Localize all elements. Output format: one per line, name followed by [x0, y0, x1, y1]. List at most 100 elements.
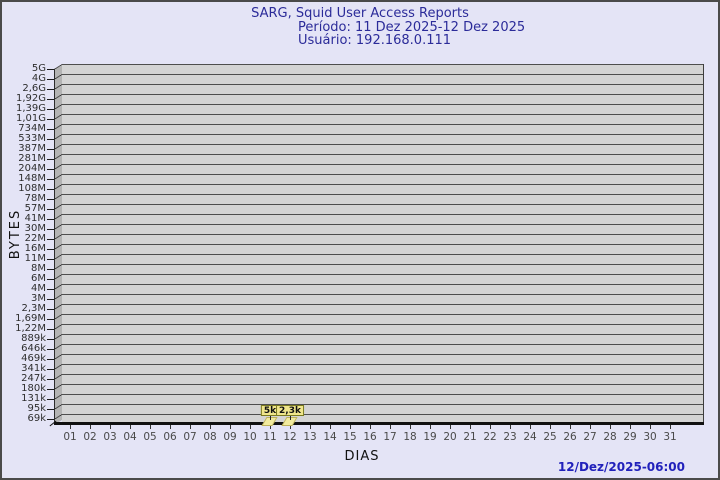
x-tick-label: 03	[103, 431, 117, 443]
y-tick-mark	[47, 339, 54, 340]
x-tick-mark	[370, 425, 371, 429]
x-tick-mark	[510, 425, 511, 429]
x-tick-label: 01	[63, 431, 77, 443]
x-axis-line	[54, 422, 704, 425]
y-tick-label: 41M	[24, 213, 46, 224]
y-tick-mark	[47, 419, 54, 420]
x-tick-mark	[70, 425, 71, 429]
y-tick-mark	[47, 379, 54, 380]
y-tick-mark	[47, 89, 54, 90]
y-tick-label: 30M	[24, 223, 46, 234]
x-tick-mark	[450, 425, 451, 429]
x-tick-label: 25	[543, 431, 557, 443]
y-tick-label: 4G	[31, 73, 46, 84]
y-tick-mark	[47, 229, 54, 230]
y-tick-mark	[47, 269, 54, 270]
y-tick-label: 6M	[31, 273, 46, 284]
y-tick-mark	[47, 389, 54, 390]
y-tick-label: 889k	[21, 333, 46, 344]
x-tick-label: 31	[663, 431, 677, 443]
chart-user: Usuário: 192.168.0.111	[298, 33, 452, 48]
y-tick-mark	[47, 99, 54, 100]
bar-value-label: 2,3k	[276, 405, 304, 416]
x-tick-label: 15	[343, 431, 357, 443]
y-tick-label: 1,92G	[15, 93, 46, 104]
chart-title: SARG, Squid User Access Reports	[251, 6, 469, 21]
x-tick-mark	[550, 425, 551, 429]
y-tick-mark	[47, 149, 54, 150]
x-tick-label: 20	[443, 431, 457, 443]
y-tick-label: 108M	[18, 183, 46, 194]
y-tick-mark	[47, 399, 54, 400]
y-tick-mark	[47, 289, 54, 290]
x-tick-mark	[590, 425, 591, 429]
x-tick-mark	[210, 425, 211, 429]
y-tick-label: 646k	[21, 343, 46, 354]
y-tick-label: 8M	[31, 263, 46, 274]
y-tick-mark	[47, 359, 54, 360]
x-tick-mark	[650, 425, 651, 429]
y-tick-label: 2,6G	[22, 83, 46, 94]
y-tick-label: 22M	[24, 233, 46, 244]
y-tick-mark	[47, 109, 54, 110]
y-tick-mark	[47, 219, 54, 220]
chart-3d-left-wall	[54, 64, 62, 425]
x-tick-label: 02	[83, 431, 97, 443]
y-tick-mark	[47, 409, 54, 410]
x-tick-label: 16	[363, 431, 377, 443]
y-tick-label: 1,69M	[15, 313, 46, 324]
x-tick-mark	[90, 425, 91, 429]
x-tick-mark	[170, 425, 171, 429]
y-tick-label: 281M	[18, 153, 46, 164]
y-tick-label: 5G	[31, 63, 46, 74]
x-tick-label: 28	[603, 431, 617, 443]
y-tick-mark	[47, 189, 54, 190]
x-tick-label: 14	[323, 431, 337, 443]
y-tick-label: 11M	[24, 253, 46, 264]
x-tick-mark	[130, 425, 131, 429]
y-tick-label: 131k	[21, 393, 46, 404]
y-tick-label: 16M	[24, 243, 46, 254]
x-tick-label: 23	[503, 431, 517, 443]
y-tick-mark	[47, 369, 54, 370]
y-tick-mark	[47, 169, 54, 170]
y-tick-label: 1,39G	[15, 103, 46, 114]
chart-period: Período: 11 Dez 2025-12 Dez 2025	[298, 20, 526, 35]
x-tick-mark	[390, 425, 391, 429]
y-tick-mark	[47, 329, 54, 330]
x-tick-mark	[270, 425, 271, 429]
x-tick-mark	[470, 425, 471, 429]
bar-pointer-day-11	[270, 414, 271, 420]
y-tick-label: 57M	[24, 203, 46, 214]
y-tick-label: 204M	[18, 163, 46, 174]
x-tick-mark	[610, 425, 611, 429]
x-tick-mark	[670, 425, 671, 429]
x-tick-mark	[630, 425, 631, 429]
x-tick-label: 04	[123, 431, 137, 443]
y-tick-mark	[47, 119, 54, 120]
y-tick-label: 78M	[24, 193, 46, 204]
x-tick-mark	[190, 425, 191, 429]
x-tick-label: 22	[483, 431, 497, 443]
x-tick-label: 10	[243, 431, 257, 443]
x-tick-label: 19	[423, 431, 437, 443]
x-tick-label: 24	[523, 431, 537, 443]
x-tick-label: 05	[143, 431, 157, 443]
y-tick-mark	[47, 299, 54, 300]
x-tick-mark	[330, 425, 331, 429]
x-tick-mark	[110, 425, 111, 429]
x-tick-mark	[350, 425, 351, 429]
y-tick-mark	[47, 259, 54, 260]
x-tick-mark	[310, 425, 311, 429]
x-tick-mark	[250, 425, 251, 429]
y-tick-mark	[47, 239, 54, 240]
x-tick-label: 21	[463, 431, 477, 443]
y-tick-label: 3M	[31, 293, 46, 304]
y-tick-label: 4M	[31, 283, 46, 294]
y-tick-mark	[47, 69, 54, 70]
y-tick-mark	[47, 349, 54, 350]
y-tick-mark	[47, 129, 54, 130]
bar-pointer-day-12	[290, 414, 291, 420]
y-tick-label: 148M	[18, 173, 46, 184]
x-tick-label: 27	[583, 431, 597, 443]
